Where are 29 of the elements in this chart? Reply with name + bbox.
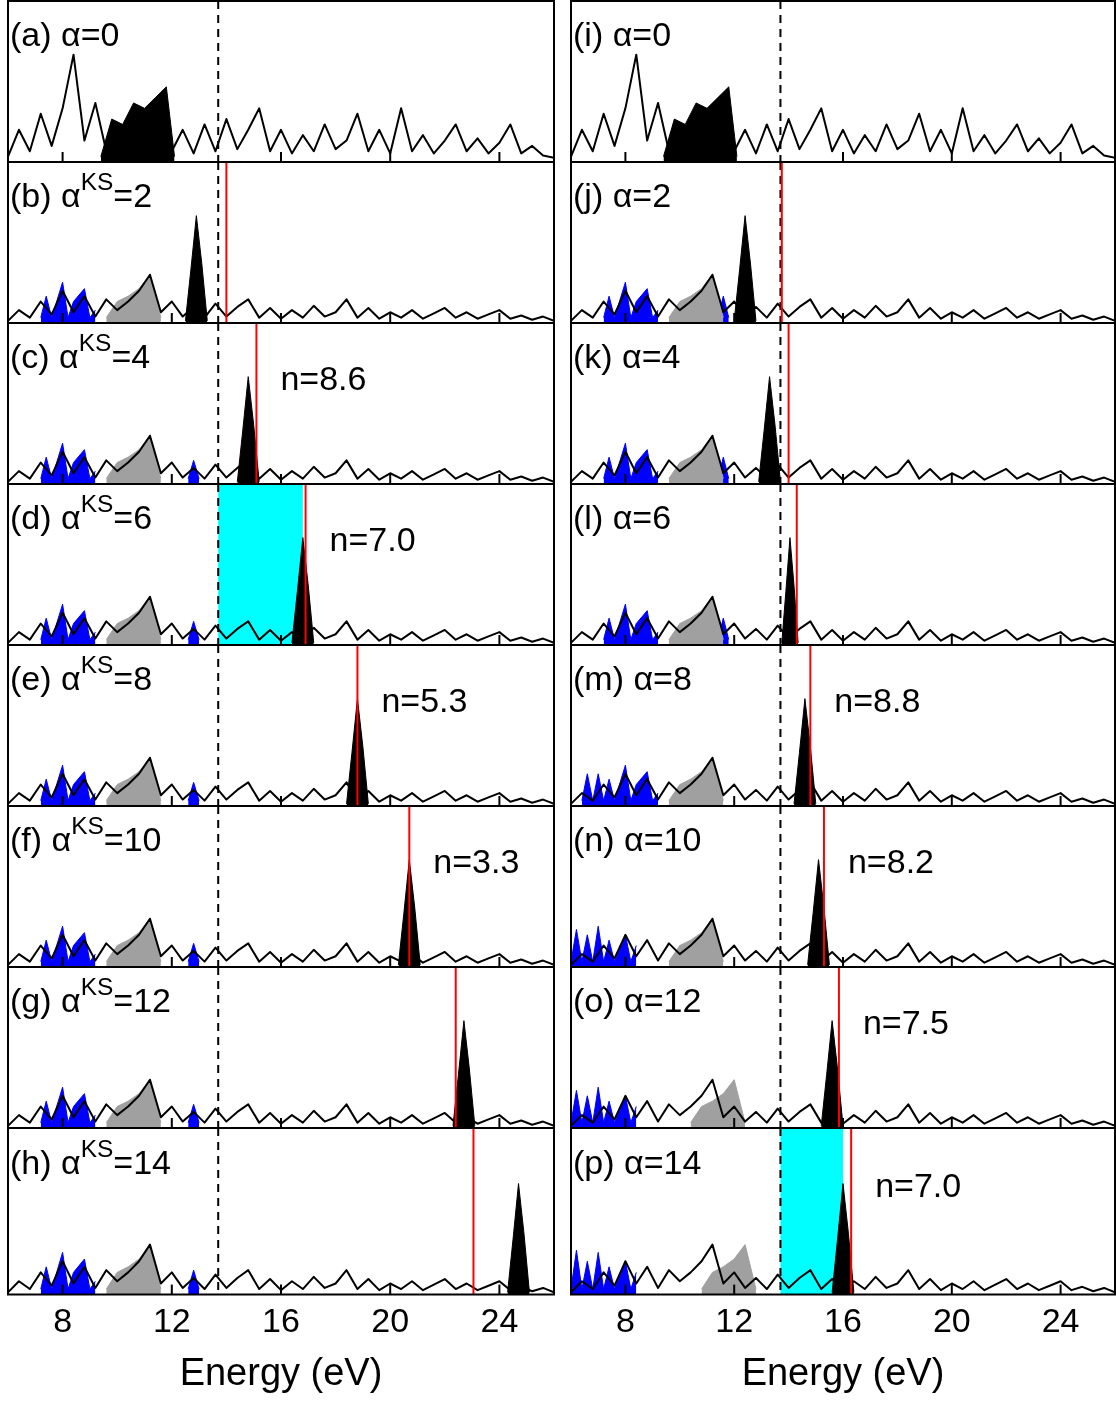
annotation: n=8.8 [834, 681, 921, 720]
annotation: n=7.0 [329, 520, 416, 559]
annotation: n=7.5 [862, 1003, 949, 1042]
x-axis-title: Energy (eV) [179, 1350, 383, 1393]
x-tick-label: 24 [480, 1301, 519, 1340]
x-tick-label: 20 [371, 1301, 410, 1340]
x-tick-label: 8 [53, 1301, 73, 1340]
text: (o) α=12 [573, 980, 702, 1019]
text: (n) α=10 [573, 819, 702, 858]
text: (i) α=0 [573, 14, 672, 53]
text: (k) α=4 [573, 336, 681, 375]
x-axis-title: Energy (eV) [741, 1350, 945, 1393]
text: (m) α=8 [573, 658, 692, 697]
annotation: n=5.3 [381, 681, 468, 720]
text: (j) α=2 [573, 175, 672, 214]
annotation: n=3.3 [433, 842, 520, 881]
annotation: n=8.6 [280, 359, 367, 398]
annotation: n=8.2 [847, 842, 934, 881]
x-tick-label: 16 [824, 1301, 862, 1340]
x-tick-label: 12 [715, 1301, 754, 1340]
text: (p) α=14 [573, 1143, 702, 1182]
x-tick-label: 20 [932, 1301, 971, 1340]
x-tick-label: 12 [152, 1301, 191, 1340]
x-tick-label: 16 [262, 1301, 300, 1340]
text: (a) α=0 [10, 14, 120, 53]
x-tick-label: 24 [1041, 1301, 1080, 1340]
text: (l) α=6 [573, 497, 672, 536]
x-tick-label: 8 [615, 1301, 635, 1340]
annotation: n=7.0 [875, 1166, 962, 1205]
